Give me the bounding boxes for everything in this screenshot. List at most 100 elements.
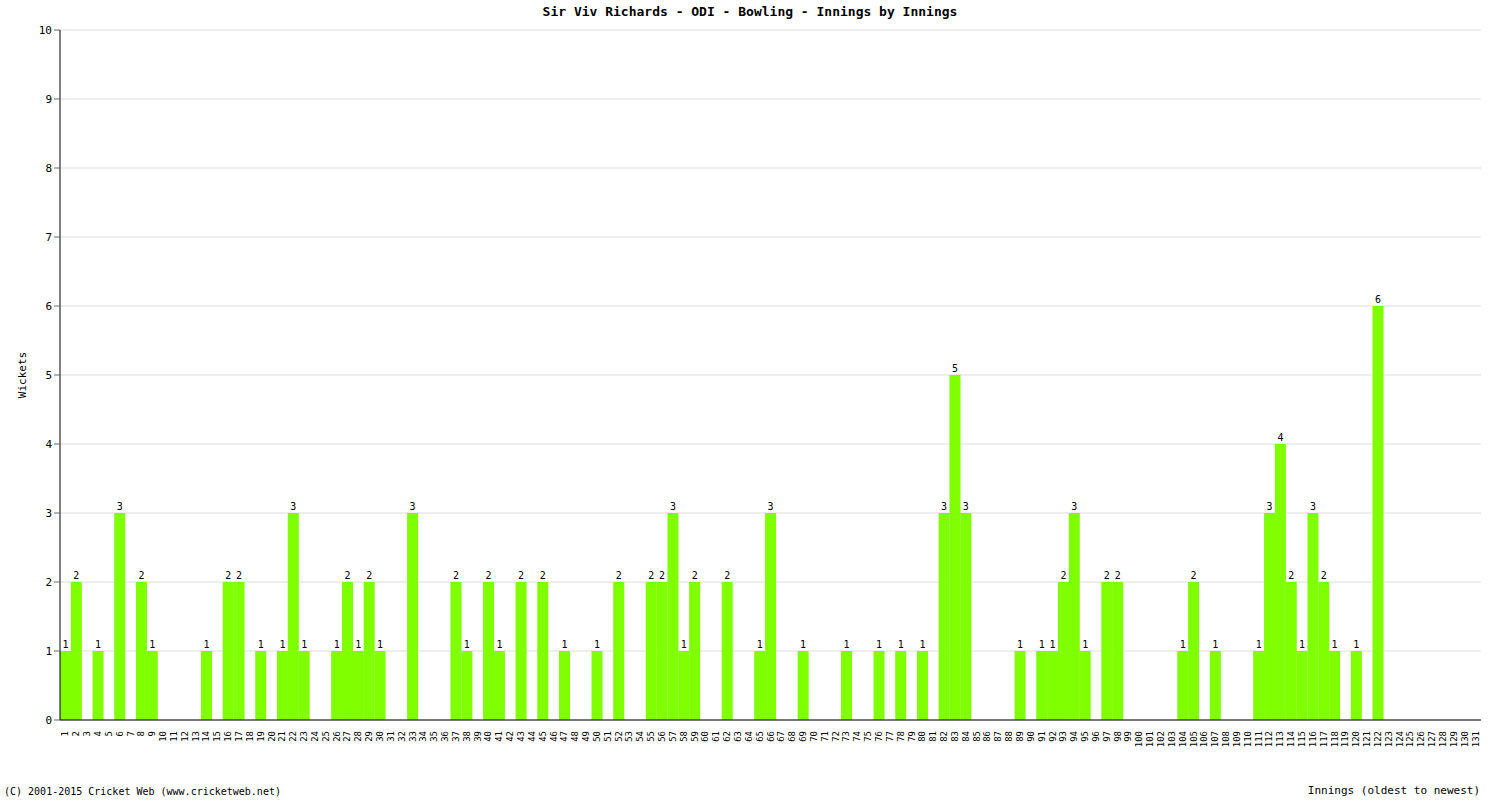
svg-text:22: 22: [288, 731, 298, 742]
svg-text:41: 41: [494, 731, 504, 742]
svg-text:1: 1: [1050, 639, 1056, 650]
svg-text:71: 71: [820, 731, 830, 742]
svg-text:1: 1: [1039, 639, 1045, 650]
svg-text:1: 1: [301, 639, 307, 650]
svg-text:97: 97: [1102, 731, 1112, 742]
svg-text:61: 61: [711, 731, 721, 742]
svg-text:124: 124: [1395, 731, 1405, 747]
svg-text:112: 112: [1264, 731, 1274, 747]
svg-text:121: 121: [1362, 731, 1372, 747]
svg-text:74: 74: [852, 731, 862, 742]
svg-text:23: 23: [299, 731, 309, 742]
svg-text:1: 1: [1212, 639, 1218, 650]
svg-text:51: 51: [603, 731, 613, 742]
svg-text:57: 57: [668, 731, 678, 742]
svg-text:20: 20: [267, 731, 277, 742]
svg-text:60: 60: [700, 731, 710, 742]
svg-text:88: 88: [1004, 731, 1014, 742]
svg-text:33: 33: [408, 731, 418, 742]
svg-text:43: 43: [516, 731, 526, 742]
svg-text:66: 66: [766, 731, 776, 742]
svg-text:1: 1: [334, 639, 340, 650]
svg-text:1: 1: [355, 639, 361, 650]
svg-text:21: 21: [277, 731, 287, 742]
svg-text:107: 107: [1210, 731, 1220, 747]
svg-text:38: 38: [462, 731, 472, 742]
svg-text:2: 2: [73, 570, 79, 581]
svg-text:6: 6: [1375, 294, 1381, 305]
svg-text:16: 16: [223, 731, 233, 742]
svg-text:10: 10: [158, 731, 168, 742]
svg-text:31: 31: [386, 731, 396, 742]
svg-text:109: 109: [1232, 731, 1242, 747]
svg-text:48: 48: [570, 731, 580, 742]
svg-text:76: 76: [874, 731, 884, 742]
svg-text:3: 3: [670, 501, 676, 512]
svg-text:1: 1: [757, 639, 763, 650]
svg-text:113: 113: [1275, 731, 1285, 747]
svg-text:8: 8: [136, 731, 146, 736]
svg-text:9: 9: [147, 731, 157, 736]
svg-text:131: 131: [1471, 731, 1481, 747]
svg-text:42: 42: [505, 731, 515, 742]
svg-text:119: 119: [1340, 731, 1350, 747]
svg-text:2: 2: [540, 570, 546, 581]
svg-text:56: 56: [657, 731, 667, 742]
svg-text:3: 3: [290, 501, 296, 512]
svg-text:123: 123: [1384, 731, 1394, 747]
svg-text:1: 1: [1180, 639, 1186, 650]
svg-text:78: 78: [896, 731, 906, 742]
svg-text:1: 1: [60, 731, 70, 736]
svg-text:2: 2: [236, 570, 242, 581]
svg-text:93: 93: [1058, 731, 1068, 742]
svg-text:1: 1: [1082, 639, 1088, 650]
svg-text:1: 1: [1299, 639, 1305, 650]
svg-text:3: 3: [941, 501, 947, 512]
svg-text:3: 3: [82, 731, 92, 736]
svg-text:11: 11: [169, 731, 179, 742]
svg-text:101: 101: [1145, 731, 1155, 747]
svg-text:62: 62: [722, 731, 732, 742]
svg-text:1: 1: [876, 639, 882, 650]
svg-text:2: 2: [1115, 570, 1121, 581]
svg-text:10: 10: [39, 24, 52, 37]
svg-text:1: 1: [1017, 639, 1023, 650]
svg-text:54: 54: [635, 731, 645, 742]
svg-text:94: 94: [1069, 731, 1079, 742]
svg-text:13: 13: [191, 731, 201, 742]
svg-text:89: 89: [1015, 731, 1025, 742]
svg-text:27: 27: [342, 731, 352, 742]
svg-text:67: 67: [776, 731, 786, 742]
svg-text:37: 37: [451, 731, 461, 742]
svg-text:5: 5: [104, 731, 114, 736]
svg-text:19: 19: [256, 731, 266, 742]
svg-text:1: 1: [843, 639, 849, 650]
svg-text:1: 1: [1256, 639, 1262, 650]
svg-text:3: 3: [1071, 501, 1077, 512]
svg-text:2: 2: [225, 570, 231, 581]
svg-text:45: 45: [538, 731, 548, 742]
svg-text:115: 115: [1297, 731, 1307, 747]
svg-text:2: 2: [1191, 570, 1197, 581]
svg-text:69: 69: [798, 731, 808, 742]
svg-text:117: 117: [1319, 731, 1329, 747]
svg-text:0: 0: [45, 714, 52, 727]
svg-text:98: 98: [1113, 731, 1123, 742]
svg-text:6: 6: [115, 731, 125, 736]
svg-text:75: 75: [863, 731, 873, 742]
svg-text:128: 128: [1438, 731, 1448, 747]
svg-text:68: 68: [787, 731, 797, 742]
svg-text:2: 2: [616, 570, 622, 581]
svg-text:64: 64: [744, 731, 754, 742]
svg-text:34: 34: [418, 731, 428, 742]
svg-text:26: 26: [332, 731, 342, 742]
svg-text:99: 99: [1123, 731, 1133, 742]
svg-text:3: 3: [45, 507, 52, 520]
svg-text:5: 5: [45, 369, 52, 382]
svg-text:9: 9: [45, 93, 52, 106]
svg-text:Wickets: Wickets: [16, 352, 29, 398]
svg-text:2: 2: [724, 570, 730, 581]
svg-text:2: 2: [71, 731, 81, 736]
svg-text:2: 2: [1104, 570, 1110, 581]
svg-text:49: 49: [581, 731, 591, 742]
